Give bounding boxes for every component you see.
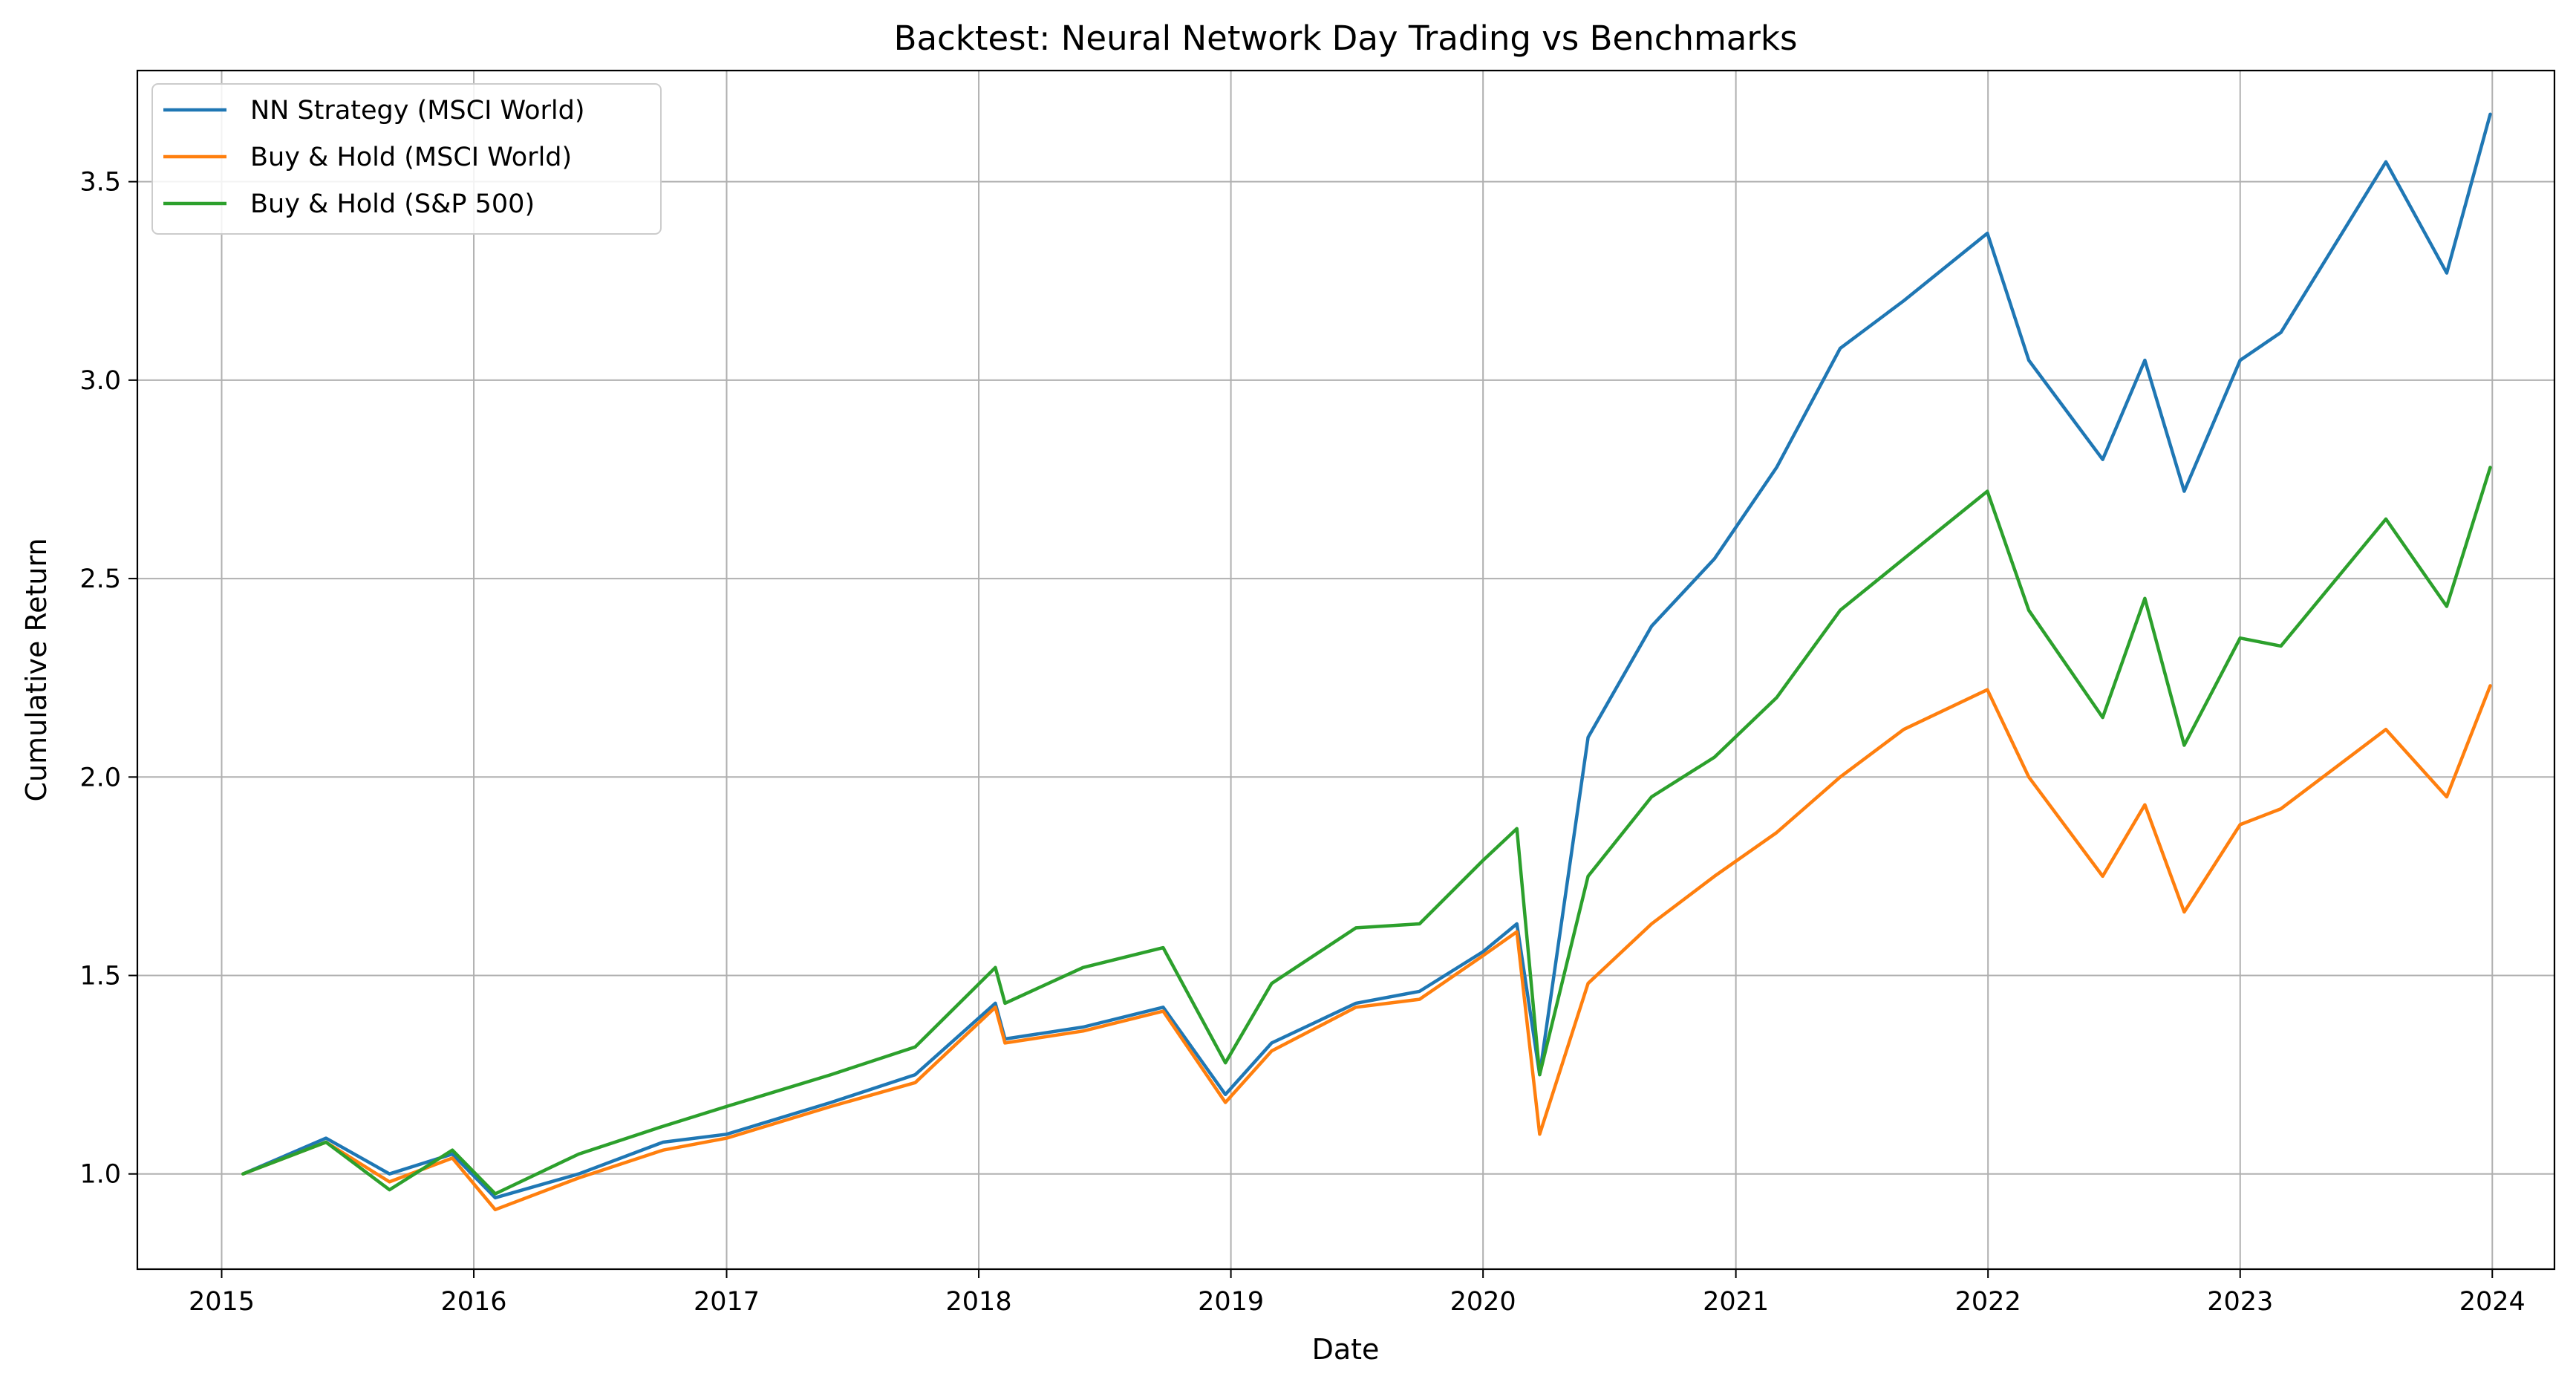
- x-tick-label: 2020: [1450, 1287, 1516, 1317]
- x-tick-label: 2024: [2459, 1287, 2526, 1317]
- x-tick-label: 2017: [694, 1287, 760, 1317]
- x-tick-label: 2022: [1955, 1287, 2021, 1317]
- x-tick-label: 2018: [946, 1287, 1012, 1317]
- series-lines: [241, 112, 2492, 1212]
- y-axis-label: Cumulative Return: [20, 538, 53, 801]
- y-axis-ticks: 1.0 1.5 2.0 2.5 3.0 3.5: [79, 168, 137, 1190]
- series-line-1: [241, 684, 2492, 1212]
- plot-frame: [136, 69, 2556, 1271]
- y-tick-label: 2.0: [79, 763, 121, 792]
- x-axis-label: Date: [1312, 1333, 1380, 1366]
- y-tick-label: 3.0: [79, 366, 121, 396]
- legend-label-1: Buy & Hold (MSCI World): [250, 143, 572, 172]
- series-line-0: [241, 112, 2492, 1200]
- x-tick-label: 2021: [1703, 1287, 1769, 1317]
- x-axis-ticks: 2015 2016 2017 2018 2019 2020 2021 2022 2023 2024: [189, 1269, 2526, 1317]
- x-tick-label: 2019: [1198, 1287, 1264, 1317]
- y-tick-label: 3.5: [79, 168, 121, 198]
- y-tick-label: 2.5: [79, 564, 121, 594]
- legend-box: [151, 83, 662, 235]
- y-tick-label: 1.5: [79, 962, 121, 991]
- chart-title: Backtest: Neural Network Day Trading vs …: [894, 19, 1798, 58]
- y-tick-label: 1.0: [79, 1160, 121, 1190]
- x-tick-label: 2023: [2207, 1287, 2273, 1317]
- x-tick-label: 2016: [441, 1287, 507, 1317]
- legend: NN Strategy (MSCI World) Buy & Hold (MSCI…: [151, 83, 662, 235]
- legend-label-2: Buy & Hold (S&P 500): [250, 189, 535, 219]
- series-line-2: [241, 466, 2492, 1196]
- legend-label-0: NN Strategy (MSCI World): [250, 96, 585, 126]
- x-tick-label: 2015: [189, 1287, 255, 1317]
